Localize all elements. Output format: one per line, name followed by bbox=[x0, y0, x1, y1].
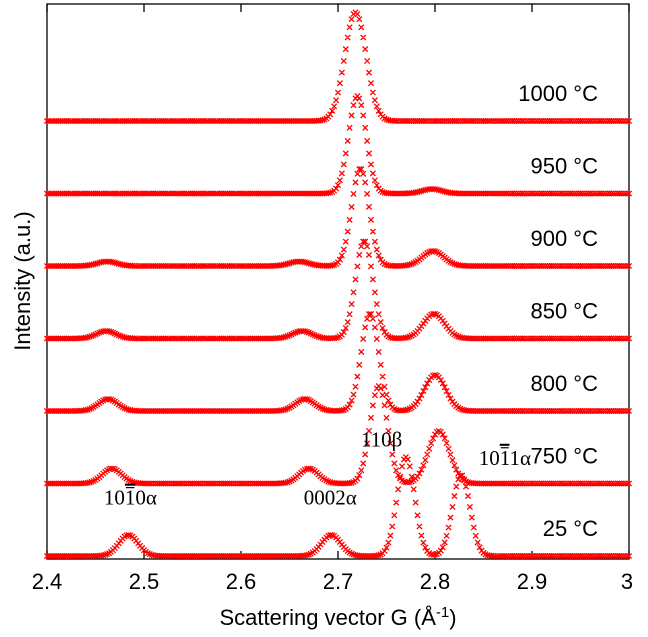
temperature-label: 950 °C bbox=[530, 154, 598, 179]
series-3 bbox=[43, 238, 633, 342]
series-5 bbox=[43, 382, 633, 487]
temperature-label: 800 °C bbox=[530, 371, 598, 396]
x-tick-label: 2.8 bbox=[420, 569, 451, 594]
peak-label: 0002α bbox=[304, 486, 357, 510]
series-markers bbox=[43, 238, 633, 342]
temperature-label: 900 °C bbox=[530, 226, 598, 251]
x-tick-label: 2.6 bbox=[226, 569, 257, 594]
series-2 bbox=[43, 166, 633, 270]
series-markers bbox=[43, 166, 633, 270]
series-layer bbox=[43, 9, 633, 560]
series-1 bbox=[43, 92, 633, 197]
series-0 bbox=[43, 9, 633, 125]
temperature-label: 1000 °C bbox=[518, 81, 598, 106]
temperature-label: 25 °C bbox=[543, 516, 598, 541]
x-axis-label: Scattering vector G (Å-1) bbox=[219, 604, 456, 630]
series-markers bbox=[43, 9, 633, 125]
peak-labels: 1010α 0002α 110β 1011α bbox=[104, 428, 531, 510]
series-markers bbox=[43, 92, 633, 197]
peak-label: 1011α bbox=[479, 446, 531, 470]
x-tick-label: 2.7 bbox=[323, 569, 354, 594]
temperature-label: 850 °C bbox=[530, 299, 598, 324]
x-tick-label: 2.4 bbox=[32, 569, 63, 594]
peak-label: 1010α bbox=[104, 486, 157, 510]
x-tick-label: 3 bbox=[621, 569, 633, 594]
series-4 bbox=[43, 311, 633, 415]
temperature-label: 750 °C bbox=[530, 444, 598, 469]
x-tick-label: 2.9 bbox=[517, 569, 548, 594]
series-markers bbox=[43, 453, 633, 560]
series-markers bbox=[43, 311, 633, 415]
series-6 bbox=[43, 453, 633, 560]
x-axis-ticks: 2.4 2.5 2.6 2.7 2.8 2.9 3 bbox=[32, 4, 633, 594]
temperature-labels: 1000 °C 950 °C 900 °C 850 °C 800 °C 750 °C 25 … bbox=[518, 81, 598, 541]
x-tick-label: 2.5 bbox=[129, 569, 160, 594]
peak-label: 110β bbox=[361, 428, 402, 452]
y-axis-label: Intensity (a.u.) bbox=[10, 211, 35, 350]
series-markers bbox=[43, 382, 633, 487]
